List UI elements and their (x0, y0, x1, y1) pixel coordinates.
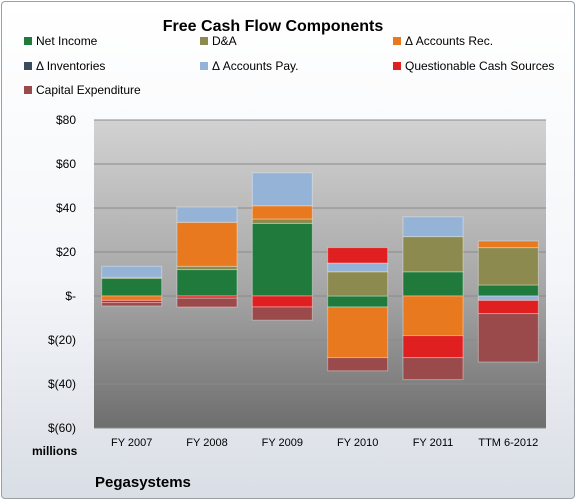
bar-segment (176, 269, 238, 297)
bar-segment (176, 297, 238, 308)
plot-area (94, 120, 546, 428)
y-axis-ticks: $80 $60 $40 $20 $- $(20) $(40) $(60) (48, 113, 76, 435)
bar-segment (402, 271, 464, 297)
legend-label: Δ Accounts Rec. (405, 34, 493, 48)
bar-segment (251, 218, 313, 224)
bars (101, 172, 539, 381)
bar-segment (327, 357, 389, 372)
legend-label: Questionable Cash Sources (405, 59, 554, 73)
y-tick-label: $80 (56, 113, 76, 127)
bar-segment (101, 265, 163, 278)
bar-segment (176, 221, 238, 267)
bar-segment (402, 236, 464, 273)
legend-label: Δ Inventories (36, 59, 105, 73)
bar-segment (251, 222, 313, 297)
y-tick-label: $(40) (48, 377, 76, 391)
legend-label: Net Income (36, 34, 98, 48)
legend-swatch (24, 86, 32, 94)
x-axis-ticks: FY 2007 FY 2008 FY 2009 FY 2010 FY 2011 TTM 6… (111, 437, 538, 449)
y-tick-label: $(20) (48, 333, 76, 347)
bar-segment (101, 295, 163, 301)
y-tick-label: $- (65, 289, 76, 303)
legend-swatch (24, 37, 32, 45)
bar-segment (251, 172, 313, 207)
gridlines (94, 119, 546, 429)
chart-title: Free Cash Flow Components (163, 18, 384, 35)
bar-segment (402, 216, 464, 238)
legend-swatch (24, 62, 32, 70)
y-tick-label: $(60) (48, 421, 76, 435)
bar-segment (477, 284, 539, 297)
legend-label: D&A (212, 34, 237, 48)
bar-segment (402, 357, 464, 381)
bar-segment (251, 295, 313, 308)
bar-segment (251, 205, 313, 220)
bar-segment (327, 306, 389, 359)
legend-swatch (393, 62, 401, 70)
bar-segment (176, 206, 238, 223)
x-tick-label: TTM 6-2012 (478, 437, 538, 449)
bar-segment (327, 262, 389, 273)
bar-segment (477, 247, 539, 286)
y-tick-label: $60 (56, 157, 76, 171)
bar-segment (251, 306, 313, 321)
bar-segment (101, 302, 163, 307)
bar-segment (402, 295, 464, 337)
legend-swatch (200, 37, 208, 45)
bar-segment (477, 299, 539, 315)
legend: Net Income D&A Δ Accounts Rec. Δ Inventorie… (24, 34, 554, 97)
bar-segment (327, 295, 389, 308)
bar-segment (477, 313, 539, 363)
bar-segment (477, 240, 539, 249)
y-tick-label: $20 (56, 245, 76, 259)
company-name: Pegasystems (95, 474, 191, 491)
bar-segment (327, 247, 389, 264)
legend-label: Δ Accounts Pay. (212, 59, 299, 73)
bar-segment (402, 335, 464, 359)
bar-segment (327, 271, 389, 297)
legend-label: Capital Expenditure (36, 83, 141, 97)
legend-swatch (200, 62, 208, 70)
bar-segment (101, 277, 163, 297)
x-tick-label: FY 2009 (262, 437, 303, 449)
legend-swatch (393, 37, 401, 45)
y-tick-label: $40 (56, 201, 76, 215)
y-axis-label: millions (32, 444, 78, 458)
bar-segment (477, 295, 539, 301)
x-tick-label: FY 2007 (111, 437, 152, 449)
x-tick-label: FY 2010 (337, 437, 378, 449)
x-tick-label: FY 2008 (186, 437, 227, 449)
x-tick-label: FY 2011 (413, 437, 454, 449)
